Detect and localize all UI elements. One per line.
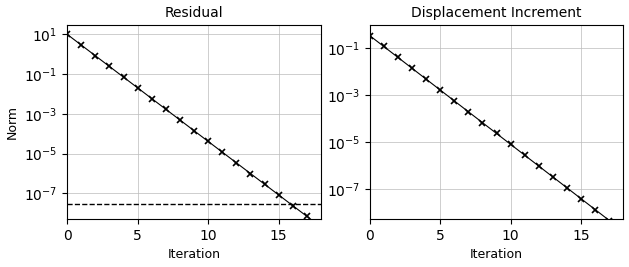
X-axis label: Iteration: Iteration [167,249,221,261]
Y-axis label: Norm: Norm [6,105,19,139]
Title: Displacement Increment: Displacement Increment [411,6,582,19]
X-axis label: Iteration: Iteration [470,249,523,261]
Title: Residual: Residual [165,6,223,19]
